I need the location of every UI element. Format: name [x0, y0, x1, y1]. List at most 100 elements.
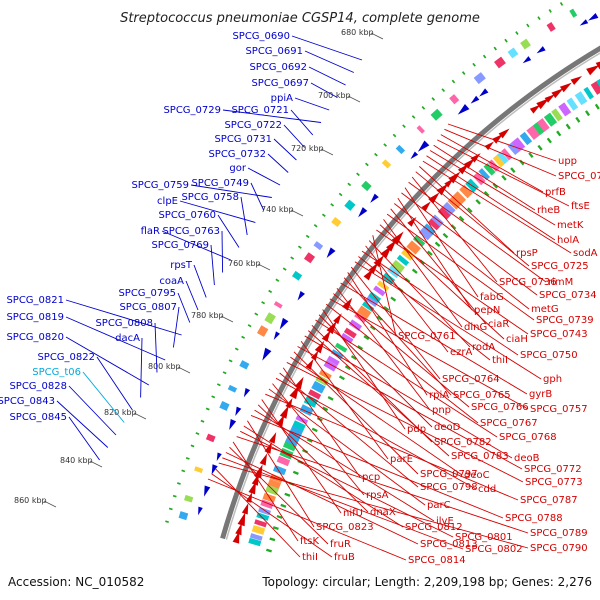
- leader-line: [379, 224, 505, 340]
- gc-mark: [402, 124, 406, 129]
- gene-label-reverse: SPCG_0795: [118, 288, 176, 299]
- gc-mark: [493, 46, 497, 51]
- leader-line: [217, 214, 240, 248]
- gene-label-reverse: SPCG_t06: [32, 367, 81, 378]
- gc-mark: [575, 116, 581, 123]
- gc-mark: [559, 1, 564, 6]
- leader-line: [247, 420, 315, 528]
- gc-mark: [321, 213, 326, 217]
- gene-label-reverse: SPCG_0820: [6, 332, 64, 343]
- gc-mark: [268, 289, 273, 294]
- gene-label-forward: deoC: [464, 470, 490, 481]
- gene-label-reverse: SPCG_0845: [9, 412, 67, 423]
- gene-arrow: [268, 432, 277, 444]
- gene-label-forward: upp: [558, 156, 577, 167]
- gc-mark: [284, 492, 291, 497]
- cog-block: [558, 102, 572, 117]
- leader-line: [214, 468, 301, 558]
- gene-label-forward: ilvE: [436, 516, 454, 527]
- leader-line: [350, 266, 441, 380]
- leader-line: [286, 362, 524, 483]
- leader-line: [291, 35, 363, 61]
- gene-arrow: [551, 88, 564, 99]
- cog-block: [308, 389, 322, 400]
- gc-mark: [565, 123, 571, 130]
- gene-label-reverse: coaA: [159, 276, 184, 287]
- gc-mark: [383, 306, 390, 312]
- leader-line: [290, 109, 314, 136]
- cog-block: [459, 184, 473, 199]
- cog-block: [520, 38, 531, 50]
- gene-arrow: [421, 201, 431, 212]
- gene-label-reverse: SPCG_0843: [0, 396, 55, 407]
- leader-line: [240, 430, 454, 538]
- cog-block: [494, 56, 506, 69]
- gc-mark: [195, 432, 200, 435]
- cog-block: [596, 78, 600, 88]
- gene-arrow: [237, 512, 246, 527]
- leader-line: [308, 66, 346, 86]
- gene-arrow: [235, 523, 242, 536]
- kbp-tick: [320, 148, 334, 156]
- gene-label-forward: SPCG_0767: [480, 418, 538, 429]
- leader-line: [408, 181, 547, 283]
- backbone-arc: [220, 45, 600, 540]
- leader-line: [422, 160, 572, 254]
- leader-line: [304, 50, 354, 73]
- gene-arrow: [297, 291, 305, 301]
- gc-mark: [234, 347, 239, 351]
- gene-arrow: [529, 104, 541, 114]
- cog-block: [292, 420, 306, 432]
- gc-mark: [222, 371, 227, 375]
- leader-line: [361, 250, 519, 356]
- topology-summary: Topology: circular; Length: 2,209,198 bp…: [261, 575, 592, 589]
- leader-line: [257, 404, 369, 513]
- gene-label-forward: ezrA: [450, 347, 473, 358]
- gene-arrow: [262, 347, 272, 361]
- cog-block: [441, 201, 456, 216]
- kbp-label: 680 kbp: [341, 28, 374, 37]
- gene-arrow: [229, 419, 237, 430]
- gene-label-forward: SPCG_0743: [530, 329, 588, 340]
- gene-label-reverse: SPCG_0808: [95, 318, 153, 329]
- gene-arrow: [492, 133, 504, 144]
- kbp-tick: [370, 32, 384, 40]
- leader-line: [243, 425, 404, 528]
- leader-line: [161, 230, 231, 261]
- gene-arrow: [479, 88, 489, 97]
- cog-block: [354, 312, 367, 323]
- gc-mark: [272, 526, 279, 531]
- gc-mark: [241, 335, 246, 339]
- leader-line: [315, 319, 498, 438]
- leader-line: [318, 314, 433, 428]
- gene-label-forward: gph: [543, 374, 562, 385]
- gc-mark: [392, 133, 397, 138]
- gene-arrow: [235, 406, 242, 417]
- gene-label-forward: dnaX: [370, 507, 396, 518]
- gc-mark: [276, 514, 283, 519]
- gene-label-forward: SPCG_0790: [530, 543, 588, 554]
- gc-mark: [434, 241, 441, 248]
- gene-label-forward: SPCG_0823: [316, 522, 374, 533]
- gene-arrow: [498, 128, 510, 139]
- gc-mark: [301, 449, 308, 454]
- cog-block: [526, 125, 541, 140]
- gene-arrow: [294, 376, 304, 390]
- gc-mark: [185, 456, 190, 460]
- gc-mark: [330, 203, 335, 207]
- kbp-tick: [43, 500, 57, 508]
- gene-arrow: [417, 140, 430, 152]
- gene-label-forward: pdp: [407, 424, 426, 435]
- gc-mark: [254, 312, 259, 316]
- leader-line: [229, 446, 329, 545]
- gc-mark: [322, 406, 329, 412]
- gene-label-reverse: SPCG_0732: [208, 149, 266, 160]
- gene-label-forward: SPCG_0750: [520, 350, 578, 361]
- gc-mark: [363, 335, 370, 341]
- gc-mark: [297, 245, 302, 249]
- leader-line: [247, 167, 281, 186]
- kbp-label: 720 kbp: [291, 144, 324, 153]
- leader-line: [322, 309, 406, 430]
- cog-block: [251, 525, 266, 535]
- gc-mark: [172, 494, 177, 498]
